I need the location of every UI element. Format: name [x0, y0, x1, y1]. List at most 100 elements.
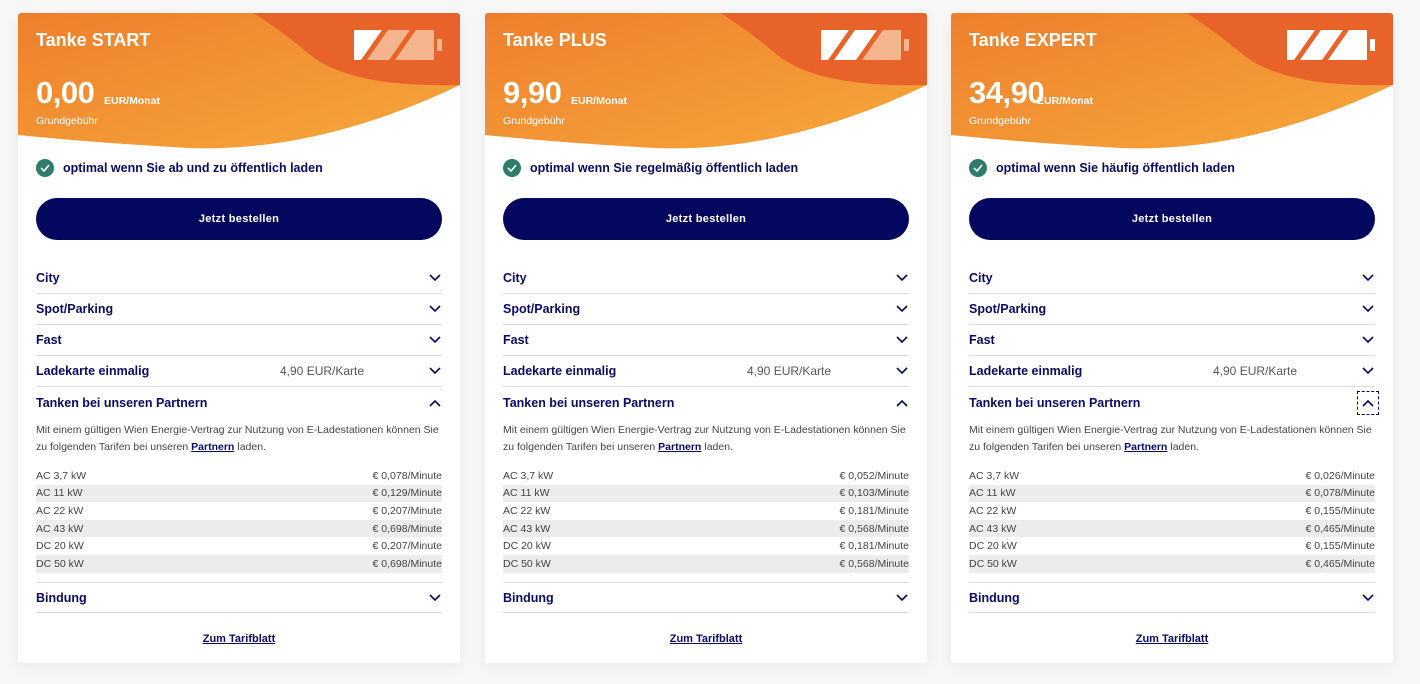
rate-row: AC 43 kW € 0,698/Minute [36, 519, 442, 538]
chevron-down-icon[interactable] [428, 302, 442, 316]
rate-row: AC 11 kW € 0,078/Minute [969, 484, 1375, 503]
benefit: optimal wenn Sie ab und zu öffentlich la… [36, 159, 323, 177]
accordion-spot-parking[interactable]: Spot/Parking [503, 294, 909, 325]
rate-label: AC 3,7 kW [969, 469, 1020, 482]
accordion-label: Spot/Parking [969, 302, 1047, 316]
rate-label: DC 20 kW [36, 540, 84, 553]
accordion-partner-charging[interactable]: Tanken bei unseren Partnern [36, 387, 442, 418]
description-text-end: laden. [237, 441, 266, 453]
accordion-label: Fast [36, 333, 62, 347]
chevron-down-icon[interactable] [895, 271, 909, 285]
chevron-up-icon[interactable] [428, 396, 442, 410]
accordion-spot-parking[interactable]: Spot/Parking [969, 294, 1375, 325]
accordion-charging-card[interactable]: Ladekarte einmalig 4,90 EUR/Karte [503, 356, 909, 387]
accordion-charging-card[interactable]: Ladekarte einmalig 4,90 EUR/Karte [969, 356, 1375, 387]
chevron-up-icon[interactable] [895, 396, 909, 410]
accordion-fast[interactable]: Fast [503, 325, 909, 356]
accordion-label: Bindung [969, 590, 1020, 605]
chevron-down-icon[interactable] [428, 333, 442, 347]
rate-value: € 0,078/Minute [372, 469, 442, 482]
partner-link[interactable]: Partnern [1124, 441, 1168, 453]
chevron-down-icon[interactable] [1361, 271, 1375, 285]
accordion-city[interactable]: City [503, 263, 909, 294]
description-text: Mit einem gültigen Wien Energie-Vertrag … [969, 424, 1372, 453]
chevron-down-icon[interactable] [895, 364, 909, 378]
rate-row: DC 50 kW € 0,465/Minute [969, 554, 1375, 573]
rate-row: AC 3,7 kW € 0,026/Minute [969, 467, 1375, 485]
rate-row: AC 3,7 kW € 0,078/Minute [36, 467, 442, 485]
rate-value: € 0,568/Minute [839, 522, 909, 535]
accordion-commitment[interactable]: Bindung [969, 582, 1375, 613]
order-button[interactable]: Jetzt bestellen [503, 198, 909, 240]
rate-row: DC 50 kW € 0,698/Minute [36, 554, 442, 573]
tariff-sheet-link[interactable]: Zum Tarifblatt [669, 633, 743, 645]
plan-price: 0,00 [36, 75, 95, 110]
accordion-partner-charging[interactable]: Tanken bei unseren Partnern [969, 387, 1379, 418]
tariff-sheet-link[interactable]: Zum Tarifblatt [1135, 633, 1209, 645]
chevron-down-icon[interactable] [1361, 364, 1375, 378]
accordion-charging-card[interactable]: Ladekarte einmalig 4,90 EUR/Karte [36, 356, 442, 387]
rate-value: € 0,129/Minute [372, 487, 442, 500]
order-button[interactable]: Jetzt bestellen [969, 198, 1375, 240]
rate-label: DC 50 kW [969, 557, 1017, 570]
price-label: Grundgebühr [36, 115, 98, 127]
accordion-spot-parking[interactable]: Spot/Parking [36, 294, 442, 325]
rate-row: AC 43 kW € 0,568/Minute [503, 519, 909, 538]
chevron-down-icon[interactable] [1361, 333, 1375, 347]
benefit-text: optimal wenn Sie regelmäßig öffentlich l… [530, 161, 799, 175]
order-button[interactable]: Jetzt bestellen [36, 198, 442, 240]
accordion-city[interactable]: City [969, 263, 1375, 294]
rate-label: AC 3,7 kW [503, 469, 554, 482]
chevron-down-icon[interactable] [1361, 302, 1375, 316]
rate-value: € 0,465/Minute [1305, 557, 1375, 570]
card-header: Tanke START 0,00 EUR/Monat Grundgebühr [18, 13, 460, 153]
check-icon [36, 159, 54, 177]
rate-label: DC 50 kW [503, 557, 551, 570]
accordion-city[interactable]: City [36, 263, 442, 294]
accordion-partner-charging[interactable]: Tanken bei unseren Partnern [503, 387, 909, 418]
battery-icon [821, 30, 909, 60]
accordion-fast[interactable]: Fast [969, 325, 1375, 356]
accordion-fast[interactable]: Fast [36, 325, 442, 356]
tariff-card: Tanke START 0,00 EUR/Monat Grundgebühr o… [18, 13, 460, 663]
chevron-up-icon[interactable] [1357, 390, 1379, 415]
rate-row: AC 11 kW € 0,129/Minute [36, 484, 442, 503]
plan-price: 34,90 [969, 75, 1045, 110]
rate-label: AC 22 kW [503, 504, 551, 517]
chevron-down-icon[interactable] [428, 591, 442, 605]
chevron-down-icon[interactable] [895, 333, 909, 347]
rate-value: € 0,155/Minute [1305, 504, 1375, 517]
rate-value: € 0,052/Minute [839, 469, 909, 482]
plan-price: 9,90 [503, 75, 562, 110]
price-unit: EUR/Monat [104, 95, 160, 107]
accordion-label: City [36, 271, 60, 285]
card-fee: 4,90 EUR/Karte [280, 364, 365, 378]
price-unit: EUR/Monat [571, 95, 627, 107]
benefit-text: optimal wenn Sie häufig öffentlich laden [996, 161, 1235, 175]
tariff-card: Tanke PLUS 9,90 EUR/Monat Grundgebühr op… [485, 13, 927, 663]
accordion-label: Ladekarte einmalig [969, 364, 1083, 378]
chevron-down-icon[interactable] [428, 271, 442, 285]
rate-value: € 0,078/Minute [1305, 487, 1375, 500]
rate-row: DC 20 kW € 0,181/Minute [503, 537, 909, 555]
chevron-down-icon[interactable] [428, 364, 442, 378]
partner-description: Mit einem gültigen Wien Energie-Vertrag … [503, 422, 909, 456]
chevron-down-icon[interactable] [1361, 591, 1375, 605]
accordion-commitment[interactable]: Bindung [503, 582, 909, 613]
rate-value: € 0,155/Minute [1305, 540, 1375, 553]
rate-row: AC 22 kW € 0,181/Minute [503, 502, 909, 520]
rate-row: AC 22 kW € 0,155/Minute [969, 502, 1375, 520]
plan-title: Tanke EXPERT [969, 30, 1097, 50]
chevron-down-icon[interactable] [895, 591, 909, 605]
partner-link[interactable]: Partnern [658, 441, 702, 453]
partner-link[interactable]: Partnern [191, 441, 235, 453]
benefit-text: optimal wenn Sie ab und zu öffentlich la… [63, 161, 323, 175]
rate-row: AC 11 kW € 0,103/Minute [503, 484, 909, 503]
accordion-commitment[interactable]: Bindung [36, 582, 442, 613]
price-label: Grundgebühr [503, 115, 565, 127]
rate-label: AC 22 kW [969, 504, 1017, 517]
card-fee: 4,90 EUR/Karte [1213, 364, 1298, 378]
rate-label: DC 50 kW [36, 557, 84, 570]
tariff-sheet-link[interactable]: Zum Tarifblatt [202, 633, 276, 645]
chevron-down-icon[interactable] [895, 302, 909, 316]
